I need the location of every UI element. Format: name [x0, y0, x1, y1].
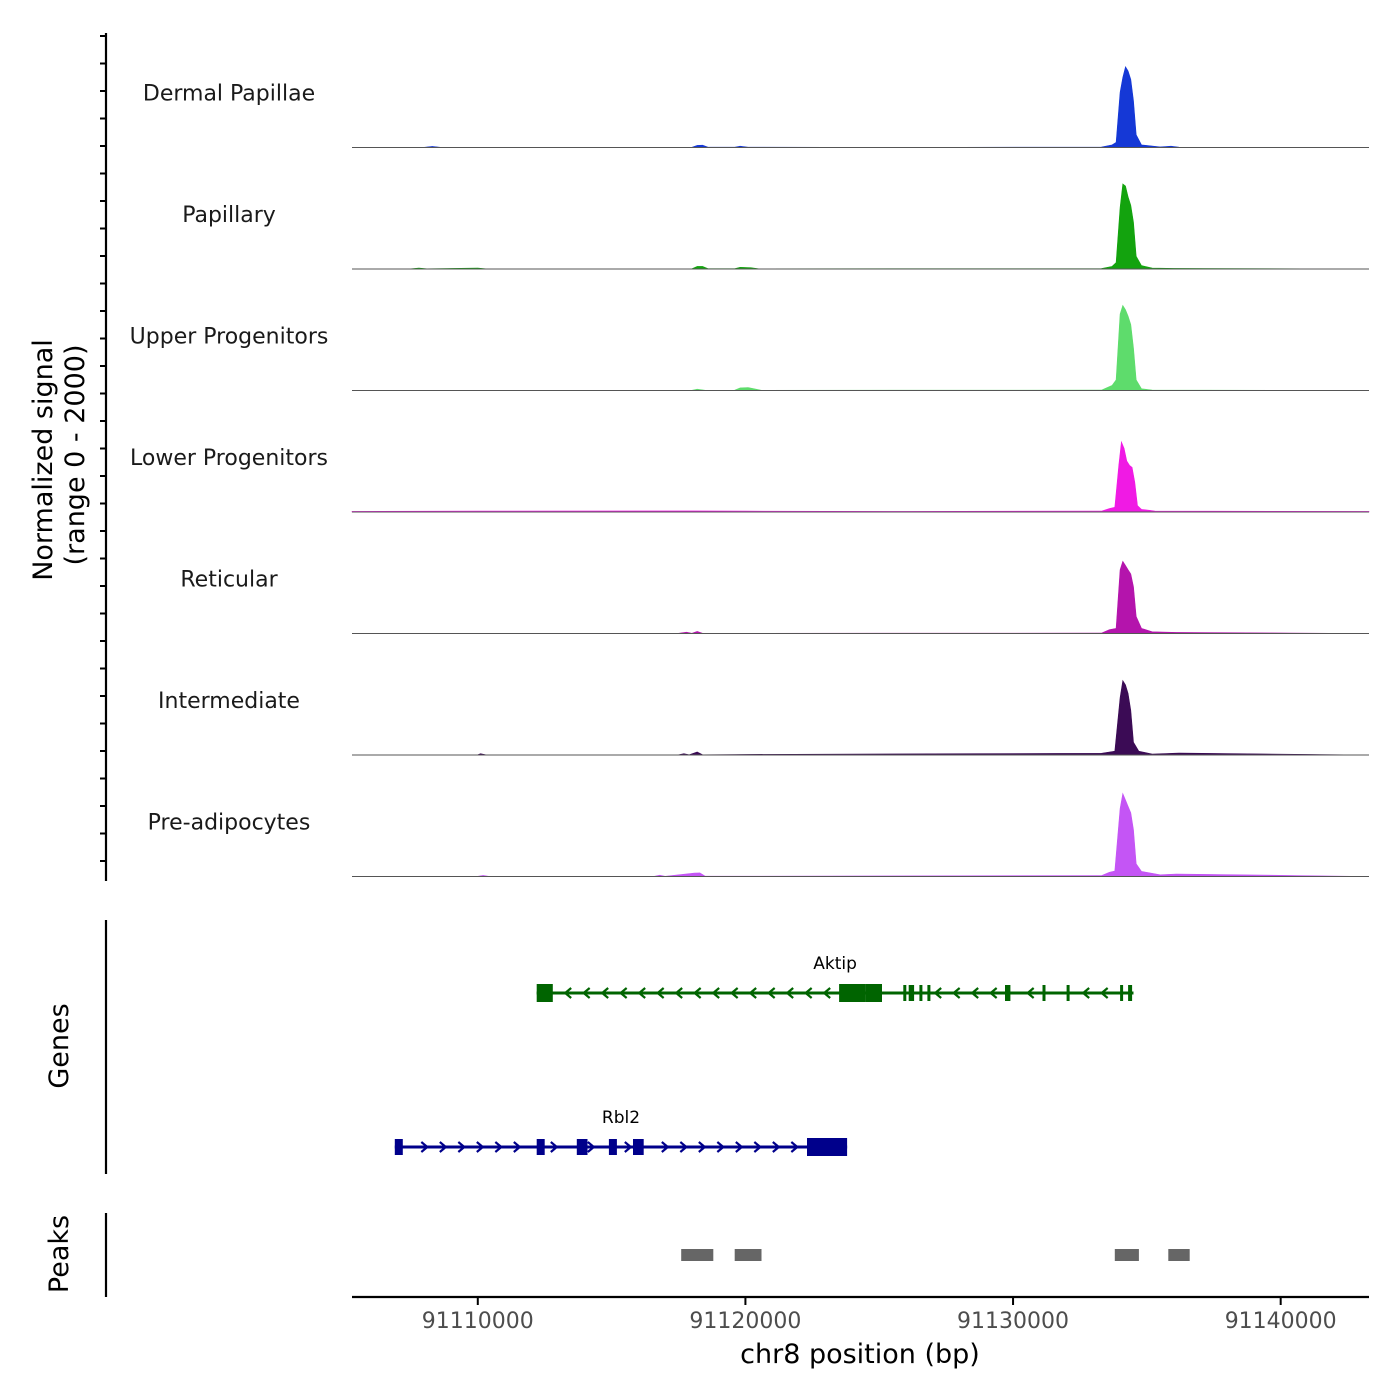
signal-area-upper-progenitors: [351, 304, 1370, 391]
gene-exon-aktip: [865, 984, 882, 1002]
gene-strand-arrow-rbl2: [550, 1141, 559, 1153]
x-tick-label: 91110000: [422, 1309, 534, 1334]
gene-exon-rbl2: [394, 1139, 403, 1155]
gene-strand-arrow-rbl2: [513, 1141, 522, 1153]
signal-area-dermal-papillae: [351, 66, 1370, 148]
gene-exon-aktip: [903, 985, 907, 1001]
gene-exon-rbl2: [576, 1139, 588, 1155]
x-axis: 91110000 91120000 91130000 91140000: [422, 1297, 1337, 1334]
gene-exon-aktip: [839, 984, 866, 1002]
peak-region: [1168, 1249, 1190, 1261]
track-label-upper-progenitors: Upper Progenitors: [130, 325, 329, 350]
track-label-lower-progenitors: Lower Progenitors: [130, 446, 328, 471]
gene-strand-arrow-rbl2: [753, 1141, 763, 1153]
genes-track-title: Genes: [44, 1003, 75, 1088]
gene-strand-arrow-rbl2: [624, 1141, 633, 1153]
gene-strand-arrow-rbl2: [716, 1141, 726, 1153]
gene-strand-arrow-aktip: [637, 987, 646, 999]
peak-region: [734, 1249, 762, 1261]
gene-strand-arrow-aktip: [1081, 987, 1090, 999]
track-label-pre-adipocytes: Pre-adipocytes: [148, 811, 311, 836]
gene-strand-arrow-rbl2: [661, 1141, 670, 1153]
gene-strand-arrow-aktip: [692, 987, 702, 999]
gene-strand-arrow-aktip: [933, 987, 942, 999]
track-label-dermal-papillae: Dermal Papillae: [143, 82, 315, 107]
gene-strand-arrow-aktip: [655, 987, 665, 999]
y-axis-title-line2: (range 0 - 2000): [60, 345, 91, 566]
gene-strand-arrow-aktip: [600, 987, 609, 999]
gene-exon-aktip: [1128, 985, 1133, 1001]
gene-strand-arrow-aktip: [711, 987, 720, 999]
x-tick-label: 91140000: [1225, 1309, 1337, 1334]
gene-strand-arrow-aktip: [563, 987, 572, 999]
gene-exon-rbl2: [608, 1139, 617, 1155]
gene-strand-arrow-rbl2: [457, 1141, 467, 1153]
gene-exon-rbl2: [536, 1139, 545, 1155]
track-label-intermediate: Intermediate: [158, 689, 300, 714]
signal-area-papillary: [351, 183, 1370, 270]
x-axis-title: chr8 position (bp): [740, 1339, 980, 1370]
gene-strand-arrow-aktip: [970, 987, 979, 999]
gene-strand-arrow-aktip: [803, 987, 813, 999]
x-tick-label: 91130000: [957, 1309, 1069, 1334]
gene-strand-arrow-aktip: [1099, 987, 1109, 999]
gene-strand-arrow-rbl2: [476, 1141, 485, 1153]
gene-strand-arrow-rbl2: [772, 1141, 781, 1153]
gene-strand-arrow-aktip: [766, 987, 776, 999]
signal-y-axis-ticks: [100, 35, 106, 862]
gene-strand-arrow-aktip: [822, 987, 831, 999]
gene-label-rbl2: Rbl2: [602, 1108, 640, 1128]
gene-exon-aktip: [1042, 985, 1046, 1001]
signal-area-pre-adipocytes: [351, 792, 1370, 877]
gene-strand-arrow-aktip: [785, 987, 794, 999]
gene-strand-arrow-aktip: [1025, 987, 1035, 999]
signal-area-intermediate: [351, 679, 1370, 756]
peak-region: [681, 1249, 714, 1261]
gene-strand-arrow-rbl2: [494, 1141, 504, 1153]
gene-exon-aktip: [1066, 985, 1070, 1001]
track-label-reticular: Reticular: [180, 568, 278, 593]
peaks-track: [681, 1249, 1190, 1261]
gene-strand-arrow-rbl2: [698, 1141, 707, 1153]
gene-strand-arrow-rbl2: [420, 1141, 430, 1153]
peak-region: [1114, 1249, 1139, 1261]
gene-strand-arrow-aktip: [748, 987, 757, 999]
peaks-track-title: Peaks: [44, 1215, 75, 1293]
gene-strand-arrow-rbl2: [790, 1141, 800, 1153]
gene-exon-aktip: [927, 985, 931, 1001]
x-tick-label: 91120000: [689, 1309, 801, 1334]
gene-strand-arrow-rbl2: [679, 1141, 689, 1153]
gene-exon-rbl2: [807, 1138, 848, 1156]
gene-strand-arrow-aktip: [988, 987, 998, 999]
gene-exon-aktip: [919, 985, 923, 1001]
signal-area-reticular: [351, 560, 1370, 634]
gene-strand-arrow-rbl2: [439, 1141, 448, 1153]
gene-strand-arrow-aktip: [618, 987, 628, 999]
gene-exon-aktip: [908, 985, 915, 1001]
track-label-papillary: Papillary: [182, 203, 276, 228]
gene-exon-aktip: [536, 984, 553, 1002]
signal-area-lower-progenitors: [351, 440, 1370, 513]
gene-exon-rbl2: [633, 1139, 644, 1155]
gene-exon-aktip: [1005, 985, 1011, 1001]
signal-tracks: Dermal Papillae Papillary Upper Progenitor…: [130, 66, 1370, 877]
genes-track: Aktip Rbl2: [394, 954, 1134, 1156]
gene-strand-arrow-rbl2: [587, 1141, 596, 1153]
y-axis-title-line1: Normalized signal: [28, 339, 59, 581]
gene-strand-arrow-aktip: [951, 987, 961, 999]
gene-strand-arrow-aktip: [581, 987, 591, 999]
gene-label-aktip: Aktip: [813, 954, 857, 974]
gene-strand-arrow-rbl2: [735, 1141, 744, 1153]
gene-strand-arrow-aktip: [729, 987, 739, 999]
gene-strand-arrow-aktip: [674, 987, 683, 999]
gene-exon-aktip: [1120, 985, 1124, 1001]
